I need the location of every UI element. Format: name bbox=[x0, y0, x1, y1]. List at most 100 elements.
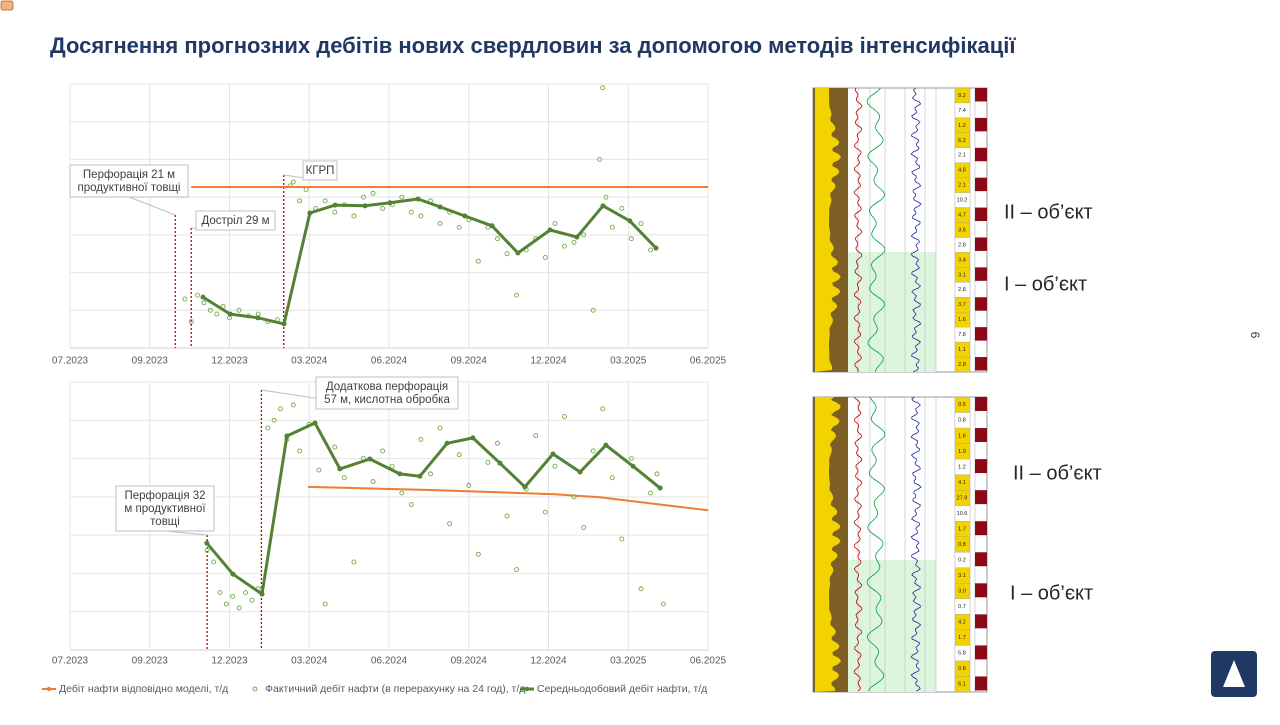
annotation-text: 57 м, кислотна обробка bbox=[324, 394, 450, 406]
x-tick-label: 12.2023 bbox=[211, 356, 248, 367]
log-value: 1.7 bbox=[958, 635, 966, 641]
annotation-text: Перфорація 21 м bbox=[83, 169, 175, 181]
scatter-point bbox=[638, 586, 644, 592]
scatter-point bbox=[660, 601, 666, 607]
log-interval bbox=[954, 676, 971, 693]
log-curve bbox=[910, 87, 922, 373]
annotation-text: товщі bbox=[150, 516, 180, 528]
scatter-point bbox=[609, 475, 615, 481]
scatter-point bbox=[278, 406, 283, 412]
line-point bbox=[227, 311, 233, 317]
line-point bbox=[437, 204, 443, 210]
log-value: 0.2 bbox=[958, 557, 966, 563]
x-tick-label: 03.2025 bbox=[610, 356, 647, 367]
scatter-point bbox=[619, 206, 625, 211]
scatter-point bbox=[638, 221, 644, 226]
scatter-point bbox=[265, 425, 271, 431]
line-point bbox=[415, 196, 421, 202]
scatter-point bbox=[223, 601, 229, 607]
scatter-point bbox=[495, 440, 500, 446]
log-value: 0.8 bbox=[958, 542, 966, 548]
annotation-connector bbox=[128, 196, 176, 216]
line-point bbox=[522, 484, 528, 490]
scatter-point bbox=[351, 213, 357, 219]
log-value: 4.1 bbox=[958, 480, 966, 486]
scatter-point bbox=[603, 194, 609, 200]
annotation-text: Перфорація 32 bbox=[124, 490, 205, 502]
log-value: 1.2 bbox=[958, 464, 966, 470]
x-tick-label: 06.2025 bbox=[690, 356, 727, 367]
line-point bbox=[497, 460, 503, 466]
scatter-point bbox=[628, 456, 634, 462]
x-tick-label: 06.2024 bbox=[371, 656, 408, 667]
legend-swatch bbox=[252, 686, 258, 692]
scatter-point bbox=[207, 307, 213, 313]
scatter-point bbox=[514, 567, 520, 573]
scatter-point bbox=[447, 521, 453, 527]
scatter-point bbox=[418, 213, 424, 219]
scatter-point bbox=[399, 490, 405, 496]
log-value: 3.7 bbox=[958, 302, 966, 308]
scatter-point bbox=[562, 243, 567, 249]
object-label: II – об’єкт bbox=[1013, 462, 1102, 484]
scatter-point bbox=[297, 198, 303, 204]
log-value: 1.9 bbox=[958, 449, 966, 455]
annotation-text: продуктивної товщі bbox=[78, 182, 181, 194]
legend-label: Середньодобовий дебіт нафти, т/д bbox=[537, 683, 707, 695]
scatter-point bbox=[236, 307, 242, 313]
legend-label: Дебіт нафти відповідно моделі, т/д bbox=[59, 683, 228, 695]
scatter-point bbox=[437, 425, 443, 431]
page-number: 6 bbox=[1248, 332, 1262, 339]
scatter-point bbox=[552, 463, 558, 469]
scatter-point bbox=[236, 605, 242, 611]
log-value: 5.8 bbox=[958, 651, 966, 657]
series-line bbox=[205, 421, 662, 596]
log-curve bbox=[853, 87, 863, 373]
line-point bbox=[230, 571, 236, 577]
chart: 07.2023 09.2023 12.2023 03.2024 06.2024 09.20… bbox=[40, 72, 727, 367]
scatter-point bbox=[533, 433, 539, 439]
scatter-point bbox=[242, 590, 248, 596]
logo-mark bbox=[1223, 660, 1245, 687]
log-value: 1.6 bbox=[958, 433, 966, 439]
log-value: 7.4 bbox=[958, 108, 966, 114]
scatter-point bbox=[504, 251, 510, 257]
log-value: 7.8 bbox=[958, 332, 966, 338]
scatter-point bbox=[316, 467, 322, 473]
line-point bbox=[362, 203, 368, 209]
line-point bbox=[284, 433, 290, 439]
log-value: 2.1 bbox=[958, 183, 966, 189]
annotation-box bbox=[302, 160, 338, 181]
log-perforation bbox=[975, 267, 987, 281]
line-point bbox=[255, 315, 261, 321]
line-point bbox=[462, 213, 468, 219]
legend-label: Фактичний дебіт нафти (в перерахунку на … bbox=[265, 683, 525, 695]
scatter-point bbox=[654, 471, 660, 477]
log-value: 1.2 bbox=[958, 123, 966, 129]
scatter-point bbox=[542, 509, 548, 515]
log-perforation bbox=[975, 297, 987, 311]
comment-icon bbox=[0, 0, 14, 11]
scatter-point bbox=[370, 479, 376, 484]
x-tick-label: 12.2024 bbox=[530, 656, 567, 667]
scatter-point bbox=[600, 406, 606, 412]
lithology-sand bbox=[815, 397, 841, 692]
line-point bbox=[603, 442, 609, 448]
log-value: 4.8 bbox=[958, 168, 966, 174]
annotation-text: КГРП bbox=[306, 165, 335, 177]
line-point bbox=[307, 210, 313, 216]
scatter-point bbox=[475, 258, 481, 264]
scatter-point bbox=[249, 597, 255, 603]
scatter-point bbox=[619, 536, 625, 542]
annotation-connector bbox=[164, 530, 208, 536]
scatter-point bbox=[271, 417, 277, 423]
line-point bbox=[547, 227, 553, 233]
log-value: 3.6 bbox=[958, 227, 966, 233]
log-perforation bbox=[975, 428, 987, 443]
line-point bbox=[417, 473, 423, 479]
line-point bbox=[627, 218, 633, 224]
x-tick-label: 09.2024 bbox=[451, 656, 488, 667]
line-point bbox=[312, 420, 318, 426]
log-value: 0.5 bbox=[958, 402, 966, 408]
